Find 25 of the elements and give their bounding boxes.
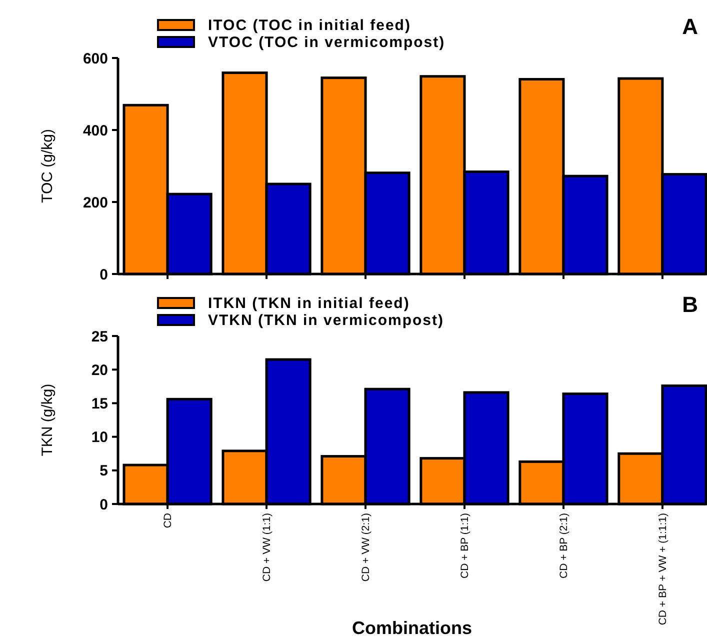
y-tick-label: 20 — [91, 362, 108, 379]
x-tick-label: CD + VW (2:1) — [360, 513, 372, 582]
y-axis-title: TKN (g/kg) — [39, 384, 56, 456]
y-axis-title: TOC (g/kg) — [39, 129, 56, 203]
text: B — [682, 292, 698, 317]
y-tick-label: 600 — [82, 50, 108, 68]
y-tick-label: 400 — [82, 122, 108, 140]
legend-label: VTOC (TOC in vermicompost) — [208, 34, 446, 51]
x-tick-label: CD + BP (2:1) — [558, 513, 570, 578]
x-tick-label: CD + VW (1:1) — [261, 513, 274, 582]
y-tick-label: 5 — [100, 462, 108, 480]
legend-label: VTKN (TKN in vermicompost) — [208, 312, 444, 329]
y-tick-label: 25 — [91, 328, 108, 346]
y-tick-label: 15 — [91, 395, 108, 412]
y-tick-label: 200 — [82, 194, 108, 212]
x-tick-label: CD — [162, 512, 174, 528]
y-tick-label: 0 — [100, 496, 108, 514]
x-axis-title: Combinations — [352, 618, 472, 638]
x-tick-label: CD + BP (1:1) — [459, 513, 472, 578]
y-tick-label: 0 — [100, 266, 108, 284]
y-tick-label: 10 — [91, 429, 108, 446]
legend-label: ITKN (TKN in initial feed) — [208, 295, 410, 312]
legend-label: ITOC (TOC in initial feed) — [208, 17, 411, 34]
text: A — [682, 14, 698, 39]
x-tick-label: CD + BP + VW + (1:1:1) — [657, 513, 670, 626]
